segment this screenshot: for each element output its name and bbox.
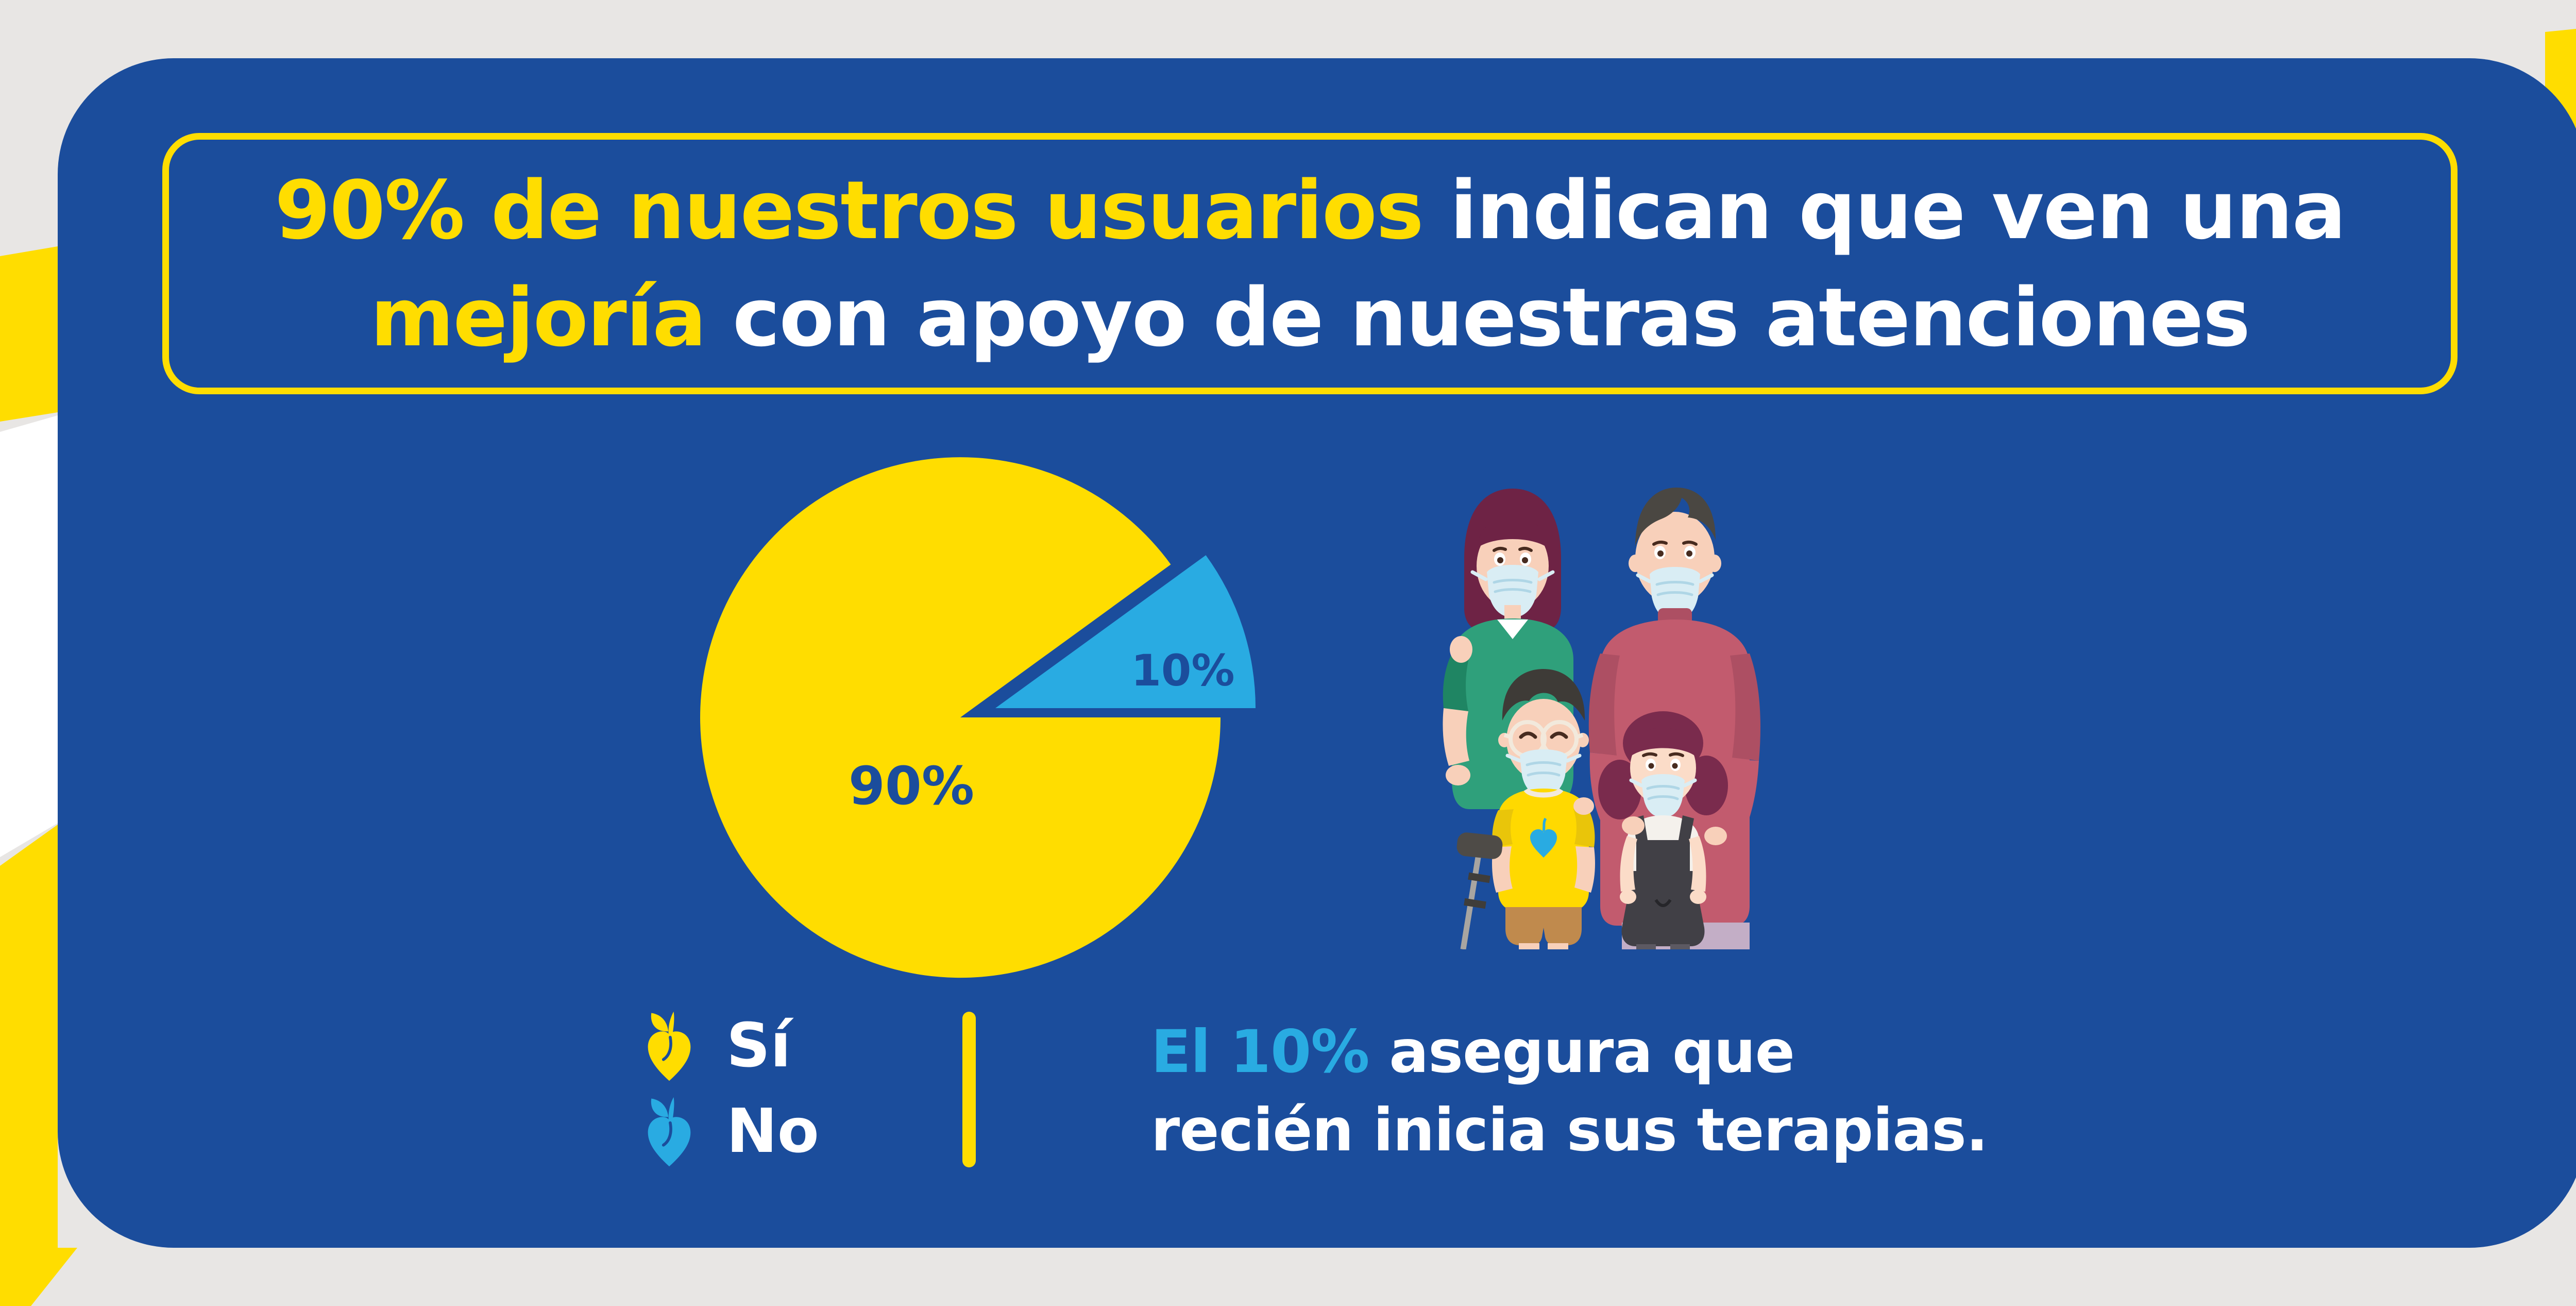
headline-box: 90% de nuestros usuarios indican que ven… <box>162 133 2458 394</box>
note-rest: asegura que <box>1369 1017 1795 1086</box>
heart-leaf-icon-no <box>648 1097 691 1166</box>
vertical-divider <box>962 1012 976 1167</box>
father-hand-on-mother <box>1450 636 1472 663</box>
pie-label-10: 10% <box>1131 645 1234 696</box>
legend-item-no: No <box>645 1095 819 1167</box>
bg-left-yellow-top <box>0 246 58 422</box>
legend-label-si: Sí <box>726 1010 791 1081</box>
heart-leaf-icon-yes <box>648 1011 691 1081</box>
pie-label-90: 90% <box>849 756 974 817</box>
headline-highlight-2: mejoría <box>370 270 707 364</box>
headline-highlight-1: 90% de nuestros usuarios <box>275 163 1424 257</box>
father-hand-on-girl-left <box>1622 816 1645 835</box>
headline-rest-1: indican que ven una <box>1422 163 2346 257</box>
chart-legend: Sí No <box>645 1009 819 1167</box>
legend-label-no: No <box>726 1095 819 1166</box>
headline-rest-2: con apoyo de nuestras atenciones <box>705 270 2250 364</box>
shirt-heart-logo <box>1530 829 1557 858</box>
father-hand-on-girl-right <box>1704 827 1727 845</box>
legend-item-si: Sí <box>645 1009 819 1081</box>
girl <box>1598 711 1728 949</box>
bg-left-yellow-bottom <box>0 825 77 1306</box>
pie-slice-no <box>995 555 1256 708</box>
family-illustration <box>1443 488 1760 949</box>
boy <box>1456 669 1595 949</box>
headline: 90% de nuestros usuarios indican que ven… <box>244 157 2376 371</box>
main-card: 90% de nuestros usuarios indican que ven… <box>58 58 2576 1248</box>
note-line2: recién inicia sus terapias. <box>1151 1096 1988 1164</box>
mother-hand-on-boy <box>1573 797 1594 815</box>
crutch <box>1460 841 1484 949</box>
bg-left-white <box>0 415 58 857</box>
note-highlight: El 10% <box>1151 1017 1370 1086</box>
pie-chart: 90% 10% <box>700 457 1256 978</box>
note-text: El 10% asegura que recién inicia sus tera… <box>1151 1013 2233 1169</box>
pie-slice-si <box>700 457 1221 978</box>
